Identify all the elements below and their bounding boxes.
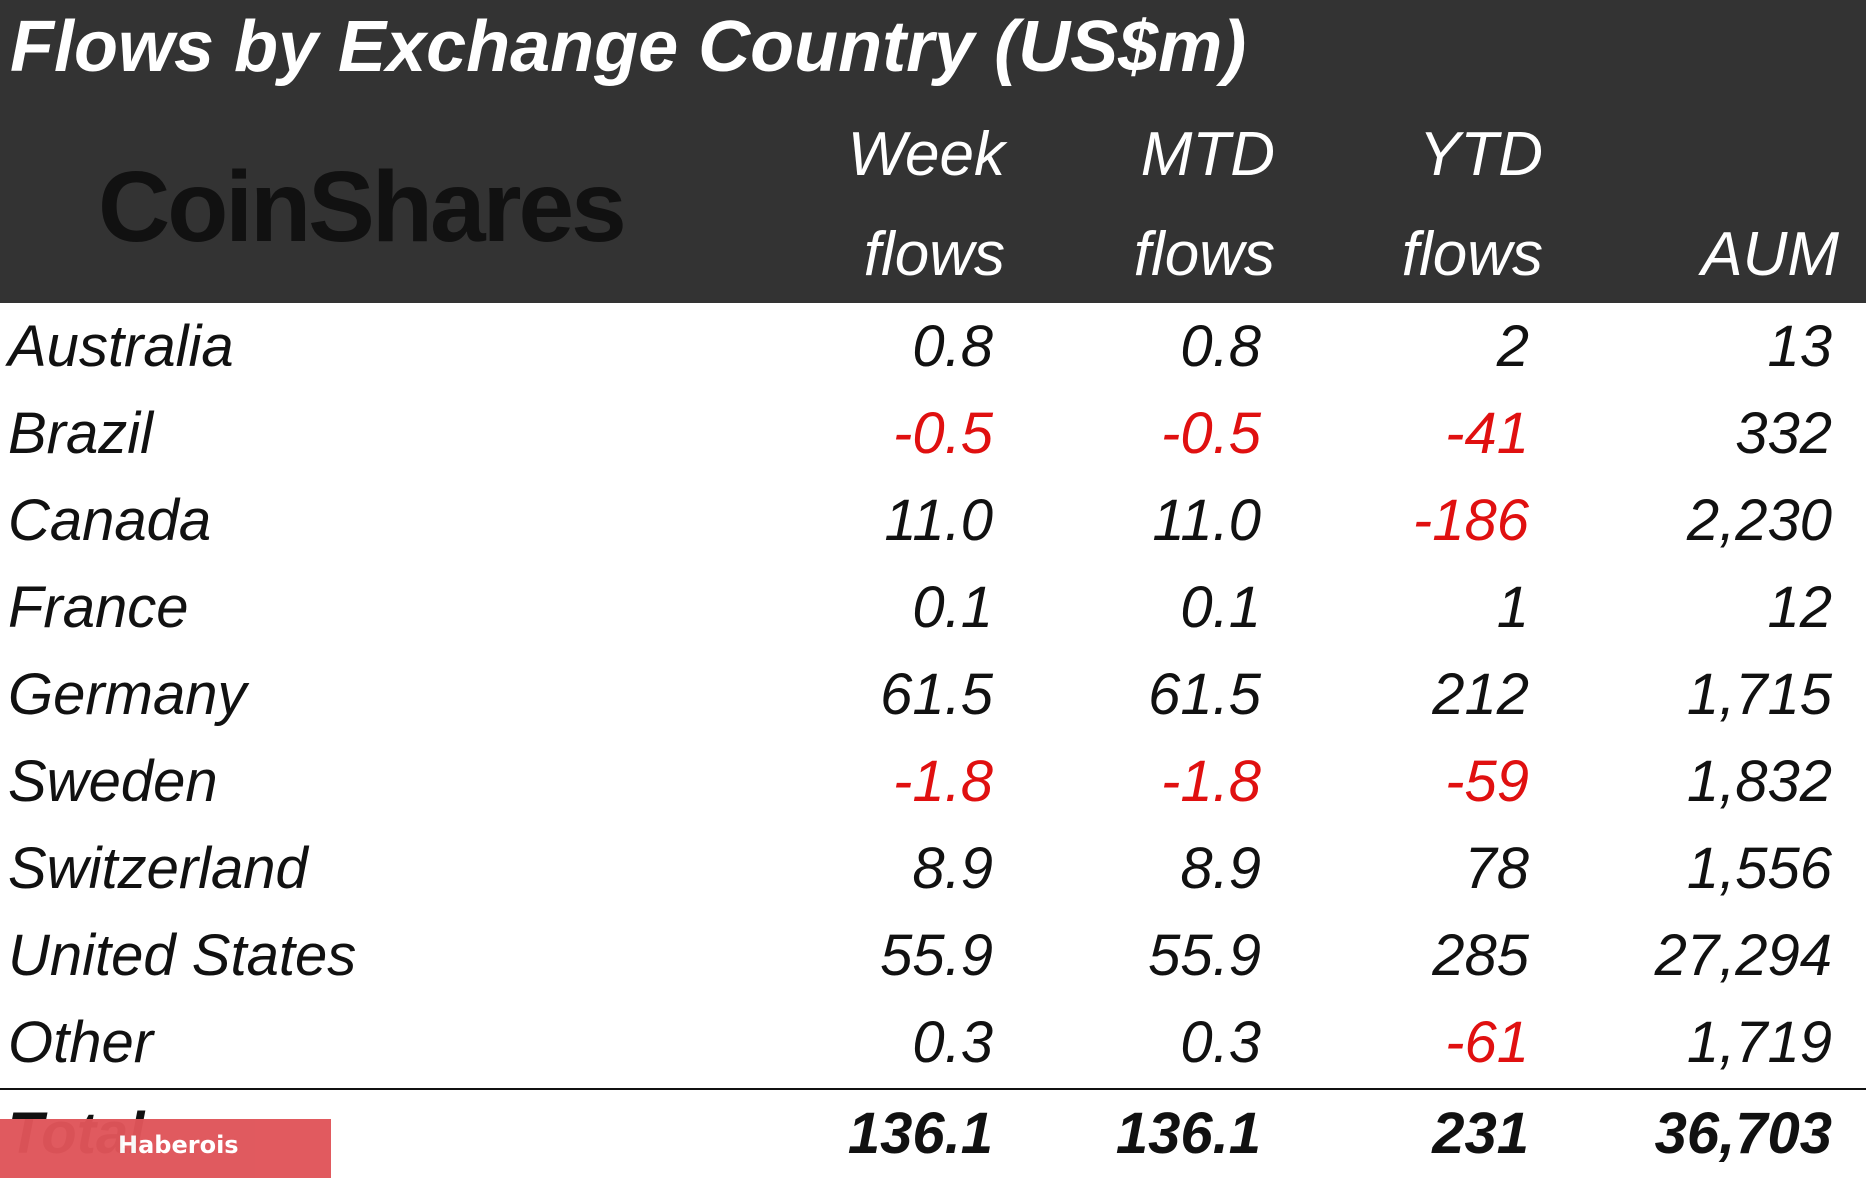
column-header-week: Week flows [700, 105, 1005, 305]
column-header-mtd-line1: MTD [1140, 120, 1275, 189]
cell-aum: 13 [1767, 314, 1832, 379]
cell-mtd: 61.5 [1148, 662, 1261, 727]
cell-aum: 36,703 [1654, 1101, 1832, 1166]
cell-week: 11.0 [884, 488, 993, 553]
chart-title: Flows by Exchange Country (US$m) [10, 7, 1247, 87]
table-header: Flows by Exchange Country (US$m) CoinSha… [0, 0, 1866, 303]
cell-ytd: -186 [1412, 488, 1529, 553]
cell-week: -1.8 [893, 749, 993, 814]
cell-aum: 27,294 [1654, 923, 1832, 988]
column-header-week-line1: Week [847, 120, 1005, 189]
table-row: Germany 61.5 61.5 212 1,715 [0, 651, 1866, 738]
cell-week: 136.1 [847, 1101, 993, 1166]
cell-ytd: 2 [1496, 314, 1529, 379]
column-header-week-line2: flows [863, 220, 1005, 289]
row-country-label: United States [8, 923, 357, 988]
row-country-label: Switzerland [8, 836, 308, 901]
cell-aum: 1,715 [1686, 662, 1832, 727]
column-header-aum: AUM [1540, 105, 1839, 305]
column-header-aum-line2: AUM [1701, 220, 1839, 289]
row-country-label: Canada [8, 488, 212, 553]
column-header-ytd-line1: YTD [1419, 120, 1543, 189]
cell-week: 0.3 [912, 1010, 993, 1075]
row-country-label: Germany [8, 662, 247, 727]
table-row: Australia 0.8 0.8 2 13 [0, 303, 1866, 390]
cell-ytd: -41 [1445, 401, 1529, 466]
cell-ytd: 78 [1464, 836, 1529, 901]
table-row: Brazil -0.5 -0.5 -41 332 [0, 390, 1866, 477]
cell-aum: 12 [1767, 575, 1832, 640]
cell-mtd: 0.8 [1180, 314, 1261, 379]
column-header-mtd: MTD flows [1000, 105, 1275, 305]
table-row: Switzerland 8.9 8.9 78 1,556 [0, 825, 1866, 912]
cell-aum: 2,230 [1686, 488, 1832, 553]
row-country-label: France [8, 575, 189, 640]
row-country-label: Brazil [8, 401, 154, 466]
watermark-label: Haberois [118, 1131, 239, 1159]
cell-mtd: -1.8 [1161, 749, 1261, 814]
column-header-ytd-line2: flows [1401, 220, 1543, 289]
table-row: Sweden -1.8 -1.8 -59 1,832 [0, 738, 1866, 825]
cell-mtd: 8.9 [1180, 836, 1261, 901]
row-country-label: Other [8, 1010, 154, 1075]
column-header-mtd-line2: flows [1133, 220, 1275, 289]
cell-week: -0.5 [893, 401, 993, 466]
table-row: United States 55.9 55.9 285 27,294 [0, 912, 1866, 999]
row-country-label: Australia [8, 314, 234, 379]
cell-week: 8.9 [912, 836, 993, 901]
cell-ytd: 212 [1432, 662, 1529, 727]
cell-aum: 332 [1735, 401, 1832, 466]
table-row: France 0.1 0.1 1 12 [0, 564, 1866, 651]
column-header-ytd: YTD flows [1270, 105, 1543, 305]
cell-aum: 1,556 [1686, 836, 1832, 901]
cell-ytd: 1 [1496, 575, 1529, 640]
cell-mtd: 0.3 [1180, 1010, 1261, 1075]
watermark-badge: Haberois [0, 1119, 331, 1178]
cell-week: 61.5 [880, 662, 993, 727]
cell-week: 55.9 [880, 923, 993, 988]
cell-aum: 1,832 [1686, 749, 1832, 814]
cell-mtd: 11.0 [1152, 488, 1261, 553]
cell-mtd: 55.9 [1148, 923, 1261, 988]
cell-ytd: -59 [1445, 749, 1529, 814]
row-country-label: Sweden [8, 749, 218, 814]
cell-mtd: 0.1 [1180, 575, 1261, 640]
table-row: Other 0.3 0.3 -61 1,719 [0, 999, 1866, 1086]
cell-ytd: 285 [1432, 923, 1529, 988]
cell-aum: 1,719 [1686, 1010, 1832, 1075]
total-divider [0, 1088, 1866, 1090]
cell-mtd: 136.1 [1115, 1101, 1261, 1166]
cell-ytd: 231 [1432, 1101, 1529, 1166]
cell-mtd: -0.5 [1161, 401, 1261, 466]
cell-week: 0.1 [912, 575, 993, 640]
cell-ytd: -61 [1445, 1010, 1529, 1075]
cell-week: 0.8 [912, 314, 993, 379]
table-row: Canada 11.0 11.0 -186 2,230 [0, 477, 1866, 564]
coinshares-logo: CoinShares [98, 151, 627, 263]
